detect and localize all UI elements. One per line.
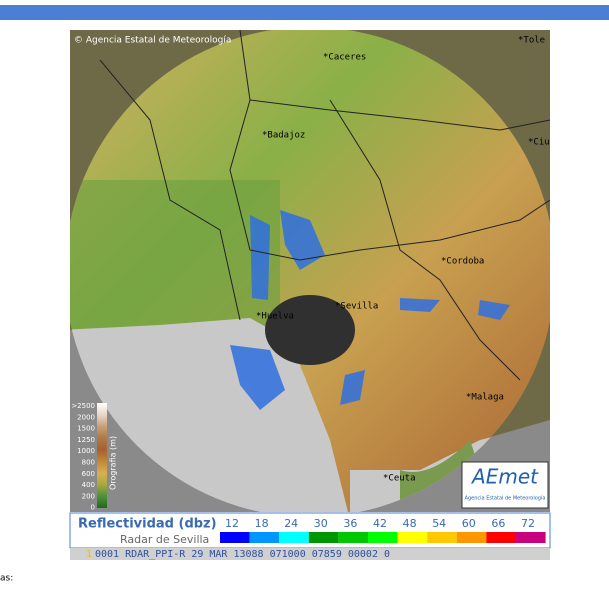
orography-label: 600 <box>82 470 95 478</box>
legend-value: 30 <box>314 517 328 530</box>
orography-label: 2000 <box>77 413 95 421</box>
status-bar <box>70 548 550 560</box>
legend-swatch <box>486 532 516 543</box>
city-label: *Ceuta <box>383 474 416 484</box>
city-label: *Tole <box>518 36 545 46</box>
status-text: 0001 RDAR_PPI-R 29 MAR 13088 071000 0785… <box>95 549 390 560</box>
legend-swatch <box>456 532 487 543</box>
orography-label: 1000 <box>77 447 95 455</box>
city-label: *Cordoba <box>441 257 484 267</box>
legend-value: 24 <box>284 517 298 530</box>
legend-value: 36 <box>343 517 357 530</box>
legend-swatch <box>279 532 309 543</box>
orography-label: 200 <box>82 492 95 500</box>
legend-value: 18 <box>255 517 269 530</box>
city-label: *Badajoz <box>262 131 305 141</box>
status-index: 1 <box>86 549 92 560</box>
logo-name: AEmet <box>470 465 539 489</box>
legend-swatch <box>427 532 457 543</box>
orography-label: 800 <box>82 459 95 467</box>
legend-value: 42 <box>373 517 387 530</box>
footer: as: <box>0 574 13 584</box>
legend-swatch <box>308 532 339 543</box>
orography-label: 0 <box>91 504 95 512</box>
orography-title: Orografia (m) <box>109 436 118 490</box>
orography-bar <box>97 403 107 508</box>
orography-label: >2500 <box>71 402 95 410</box>
legend-swatch <box>220 532 250 543</box>
orography-label: 400 <box>82 481 95 489</box>
city-label: *Ciu <box>528 138 550 148</box>
top-bar <box>0 5 609 20</box>
city-label: *Sevilla <box>335 302 378 312</box>
copyright: © Agencia Estatal de Meteorología <box>74 36 231 46</box>
city-label: *Malaga <box>466 393 504 403</box>
legend-swatch <box>516 532 546 543</box>
radar-map <box>70 30 550 512</box>
legend-value: 60 <box>462 517 476 530</box>
city-label: *Huelva <box>256 312 294 322</box>
legend-value: 54 <box>432 517 446 530</box>
legend-swatch <box>249 532 280 543</box>
legend-subtitle: Radar de Sevilla <box>120 533 209 546</box>
legend-value: 48 <box>403 517 417 530</box>
orography-label: 1250 <box>77 436 95 444</box>
legend-value: 72 <box>521 517 535 530</box>
legend-value: 12 <box>225 517 239 530</box>
logo-box <box>461 461 549 509</box>
legend-swatch <box>397 532 428 543</box>
legend-value: 66 <box>491 517 505 530</box>
legend-title: Reflectividad (dbz) <box>78 517 217 532</box>
orography-label: 1500 <box>77 425 95 433</box>
legend-swatch <box>368 532 398 543</box>
legend-swatch <box>338 532 368 543</box>
logo-subtitle: Agencia Estatal de Meteorología <box>465 495 546 502</box>
city-label: *Caceres <box>323 53 366 63</box>
